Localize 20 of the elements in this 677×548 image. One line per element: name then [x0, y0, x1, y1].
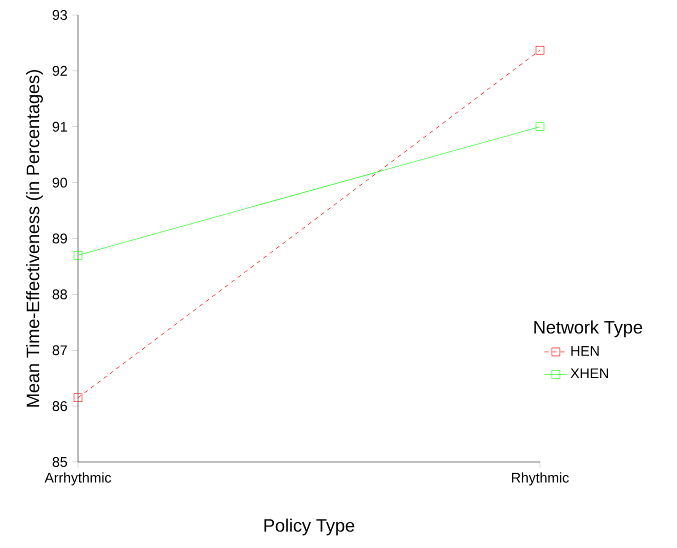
- point: [536, 46, 544, 54]
- y-tick-label: 91: [52, 122, 67, 132]
- y-tick-label: 86: [52, 401, 67, 412]
- y-tick-label: 87: [52, 345, 67, 356]
- x-tick-label: Arrhythmic: [44, 472, 112, 486]
- y-tick-label: 92: [52, 66, 67, 76]
- y-axis-title: Mean Time-Effectiveness (in Percentages): [26, 70, 43, 407]
- legend-label: XHEN: [570, 368, 608, 378]
- point: [74, 393, 82, 402]
- y-tick-label: 90: [52, 178, 68, 188]
- x-tick-label: Rhythmic: [512, 472, 569, 486]
- point: [536, 122, 544, 132]
- y-tick-label: 88: [52, 289, 67, 300]
- y-tick-label: 93: [52, 10, 67, 20]
- point: [74, 250, 82, 260]
- x-axis-title: Policy Type: [264, 518, 354, 536]
- legend-title: Network Type: [534, 320, 642, 338]
- legend-label: HEN: [571, 346, 599, 356]
- y-tick-label: 89: [52, 234, 67, 244]
- y-tick-label: 85: [52, 457, 68, 467]
